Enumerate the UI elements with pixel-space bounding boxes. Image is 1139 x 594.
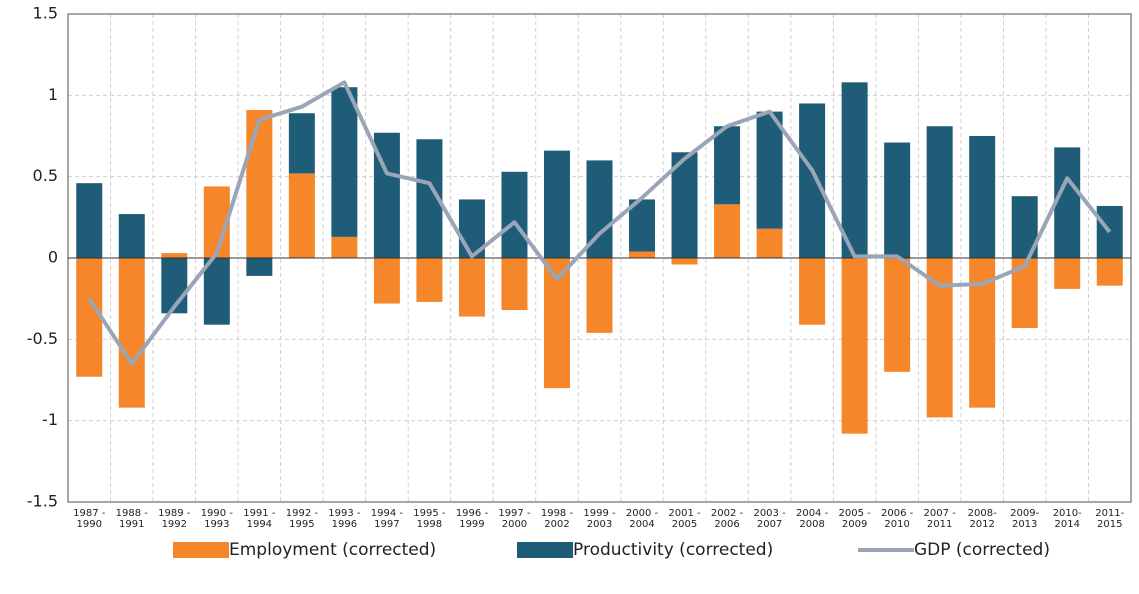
- x-tick-label: 1995 - 1998: [413, 508, 446, 530]
- x-tick-label: 1987 - 1990: [73, 508, 106, 530]
- bar: [246, 258, 273, 276]
- bar: [288, 113, 315, 174]
- bar: [458, 258, 485, 317]
- bar: [288, 173, 315, 258]
- legend-label: GDP (corrected): [914, 540, 1050, 560]
- x-tick-label: 2006 - 2010: [881, 508, 914, 530]
- y-tick-label: 0.5: [33, 166, 58, 185]
- bar: [714, 204, 741, 258]
- bar: [501, 171, 528, 258]
- bar: [671, 152, 698, 258]
- x-tick-label: 2010- 2014: [1052, 508, 1082, 530]
- bar: [969, 136, 996, 258]
- bar: [543, 150, 570, 258]
- x-tick-label: 2009- 2013: [1010, 508, 1040, 530]
- bar: [161, 253, 188, 258]
- y-tick-label: -1.5: [27, 492, 58, 511]
- bar: [671, 258, 698, 265]
- x-tick-label: 1999 - 2003: [583, 508, 616, 530]
- bar: [629, 199, 656, 252]
- bar: [118, 214, 145, 258]
- bar: [799, 103, 826, 258]
- line: [87, 80, 1112, 366]
- x-tick-label: 1997 - 2000: [498, 508, 531, 530]
- x-tick-label: 2011- 2015: [1095, 508, 1125, 530]
- legend-swatch: [517, 542, 573, 558]
- bar: [884, 258, 911, 372]
- x-tick-label: 1991 - 1994: [243, 508, 276, 530]
- bar: [841, 258, 868, 434]
- bar: [926, 258, 953, 418]
- x-tick-label: 1998 - 2002: [540, 508, 574, 530]
- bar: [756, 111, 783, 229]
- y-tick-label: 1: [48, 85, 58, 104]
- bar: [1054, 258, 1081, 289]
- legend-swatch: [173, 542, 229, 558]
- y-tick-label: 0: [48, 248, 58, 267]
- x-tick-label: 2000 - 2004: [625, 508, 659, 530]
- x-tick-label: 1989 - 1992: [158, 508, 191, 530]
- y-tick-label: -0.5: [27, 329, 58, 348]
- x-tick-label: 1996 - 1999: [455, 508, 489, 530]
- y-tick-label: 1.5: [33, 4, 58, 23]
- bar: [629, 251, 656, 258]
- legend-label: Employment (corrected): [229, 540, 437, 560]
- x-tick-label: 2008- 2012: [967, 508, 997, 530]
- bar: [373, 258, 400, 304]
- bar: [76, 258, 103, 377]
- x-tick-label: 2004 - 2008: [795, 508, 829, 530]
- x-tick-label: 1994 - 1997: [370, 508, 404, 530]
- bar: [203, 258, 230, 325]
- x-tick-label: 1992 - 1995: [285, 508, 318, 530]
- y-tick-label: -1: [42, 410, 58, 429]
- bar: [118, 258, 145, 408]
- bar: [246, 109, 273, 259]
- bar: [501, 258, 528, 311]
- x-tick-label: 1990 - 1993: [200, 508, 233, 530]
- x-tick-label: 2007 - 2011: [923, 508, 956, 530]
- bar: [331, 236, 358, 258]
- bar: [926, 126, 953, 259]
- x-tick-label: 2005 - 2009: [838, 508, 871, 530]
- bar: [1096, 258, 1123, 286]
- x-tick-label: 2003 - 2007: [753, 508, 786, 530]
- bar: [841, 82, 868, 258]
- x-tick-label: 2001 - 2005: [668, 508, 701, 530]
- bar: [714, 126, 741, 205]
- bar: [76, 183, 103, 258]
- bar: [799, 258, 826, 325]
- bar: [331, 87, 358, 237]
- bar: [756, 228, 783, 258]
- bar: [1054, 147, 1081, 258]
- bar: [586, 258, 613, 333]
- x-tick-label: 2002 - 2006: [710, 508, 744, 530]
- x-tick-label: 1993 - 1996: [328, 508, 361, 530]
- x-tick-label: 1988 - 1991: [115, 508, 148, 530]
- bar: [416, 258, 443, 302]
- bar: [884, 142, 911, 258]
- legend-label: Productivity (corrected): [573, 540, 774, 560]
